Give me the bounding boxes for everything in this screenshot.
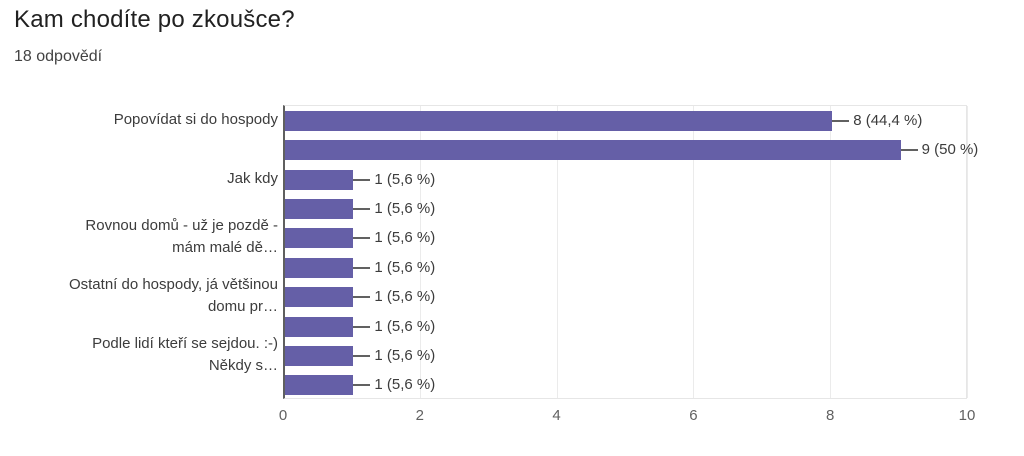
gridline-x-4 (556, 106, 558, 398)
category-label-6: Ostatní do hospody, já většinou domu pr… (69, 274, 278, 318)
value-callout-line-0 (832, 119, 850, 122)
bar-6 (285, 287, 354, 308)
value-label-6: 1 (5,6 %) (374, 288, 436, 306)
category-label-line: Popovídat si do hospody (113, 110, 278, 128)
bar-2 (285, 169, 354, 190)
bar-3 (285, 198, 354, 219)
x-tick-2: 2 (415, 407, 424, 424)
category-label-line: Jak kdy (227, 169, 278, 187)
category-label-line: Rovnou domů - už je pozdě - (85, 217, 278, 235)
bar-4 (285, 228, 354, 249)
value-callout-line-2 (353, 178, 371, 181)
value-label-9: 1 (5,6 %) (374, 376, 436, 394)
value-label-4: 1 (5,6 %) (374, 229, 436, 247)
value-callout-line-1 (900, 149, 918, 152)
value-callout-line-8 (353, 354, 371, 357)
gridline-x-6 (693, 106, 695, 398)
x-tick-6: 6 (689, 407, 698, 424)
question-title: Kam chodíte po zkoušce? (14, 6, 295, 33)
category-label-0: Popovídat si do hospody (114, 109, 278, 131)
bar-9 (285, 375, 354, 396)
value-label-7: 1 (5,6 %) (374, 317, 436, 335)
category-label-line: Ostatní do hospody, já většinou (68, 276, 278, 294)
gridline-x-10 (967, 106, 968, 398)
category-label-2: Jak kdy (227, 168, 278, 190)
responses-count: 18 odpovědí (14, 48, 103, 65)
bar-5 (285, 257, 354, 278)
bar-1 (285, 140, 901, 161)
x-tick-4: 4 (552, 407, 561, 424)
value-label-5: 1 (5,6 %) (374, 258, 436, 276)
gridline-x-8 (830, 106, 832, 398)
value-label-0: 8 (44,4 %) (853, 111, 923, 129)
category-label-4: Rovnou domů - už je pozdě - mám malé dě… (85, 215, 278, 259)
value-callout-line-9 (353, 384, 371, 387)
category-label-line: mám malé dě… (172, 239, 278, 257)
bar-0 (285, 110, 833, 131)
gridline-x-2 (419, 106, 421, 398)
value-callout-line-3 (353, 207, 371, 210)
value-callout-line-4 (353, 237, 371, 240)
x-tick-0: 0 (278, 407, 288, 424)
value-callout-line-7 (353, 325, 371, 328)
value-label-3: 1 (5,6 %) (374, 199, 436, 217)
x-tick-10: 10 (958, 407, 976, 424)
value-callout-line-6 (353, 296, 371, 299)
category-label-8: Podle lidí kteří se sejdou. :-) Někdy s… (92, 333, 278, 377)
bar-8 (285, 345, 354, 366)
value-callout-line-5 (353, 266, 371, 269)
value-label-2: 1 (5,6 %) (374, 170, 436, 188)
value-label-1: 9 (50 %) (921, 141, 979, 159)
category-label-line: Podle lidí kteří se sejdou. :-) (92, 334, 278, 352)
category-label-line: Někdy s… (208, 356, 278, 374)
category-label-line: domu pr… (207, 298, 278, 316)
x-tick-8: 8 (826, 407, 835, 424)
bar-7 (285, 316, 354, 337)
value-label-8: 1 (5,6 %) (374, 346, 436, 364)
plot-area: 8 (44,4 %) 9 (50 %) 1 (5,6 %) 1 (5,6 %) 1 (5… (283, 105, 978, 399)
